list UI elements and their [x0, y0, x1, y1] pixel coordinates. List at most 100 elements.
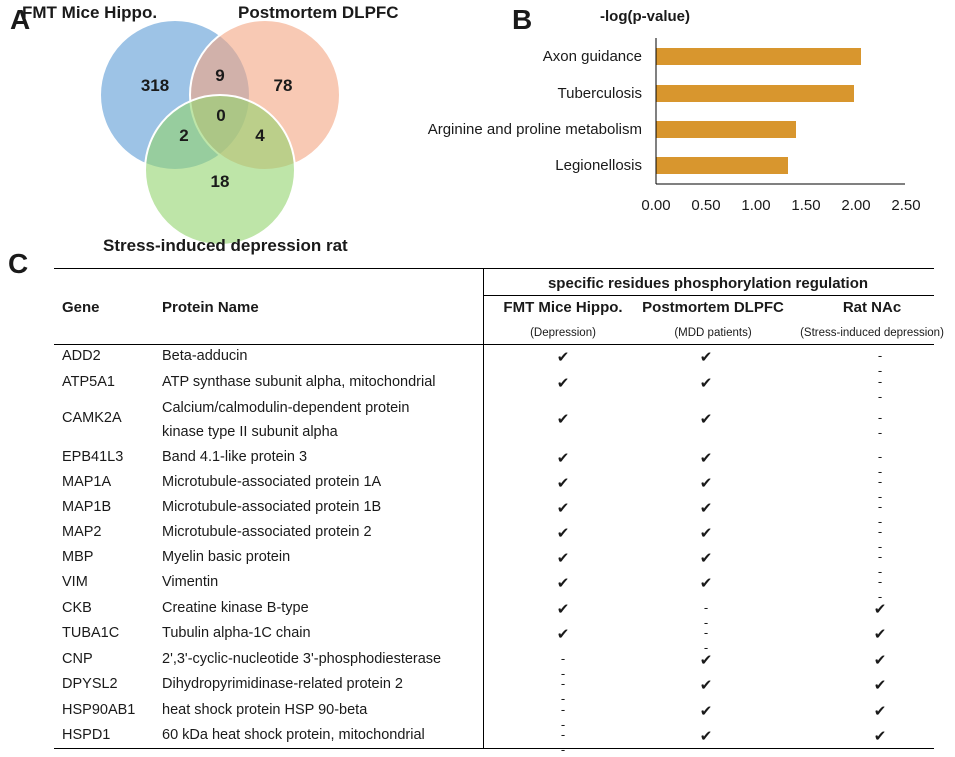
checkmark-icon: ✔ [699, 677, 713, 694]
checkmark-icon: ✔ [556, 375, 570, 392]
table-subheader-c2: (MDD patients) [674, 327, 752, 339]
table-cell-gene: MAP1B [62, 499, 112, 515]
table-header-c2: Postmortem DLPFC [642, 299, 784, 316]
venn-count-rat-only: 18 [210, 172, 230, 191]
table-cell-protein: Microtubule-associated protein 1A [162, 474, 382, 490]
chart-title: -log(p-value) [600, 8, 690, 25]
table-cell-gene: HSP90AB1 [62, 702, 136, 718]
table-cell-protein: Calcium/calmodulin-dependent protein [162, 400, 410, 416]
table-cell-dash: -- [877, 449, 883, 479]
venn-count-fmt-dlpfc: 9 [215, 66, 225, 85]
table-header-c3: Rat NAc [842, 299, 902, 316]
checkmark-icon: ✔ [699, 375, 713, 392]
table-divider [483, 268, 484, 748]
table-cell-dash: -- [877, 410, 883, 440]
table-cell-protein: heat shock protein HSP 90-beta [162, 702, 368, 718]
checkmark-icon: ✔ [873, 601, 887, 618]
table-header-protein: Protein Name [162, 299, 259, 316]
checkmark-icon: ✔ [556, 411, 570, 428]
table-cell-protein: Vimentin [162, 574, 219, 590]
bar-label-arginine: Arginine and proline metabolism [427, 121, 642, 138]
panel-label-a: A [10, 4, 31, 35]
table-subheader-c3: (Stress-induced depression) [800, 327, 944, 339]
table-cell-protein: 60 kDa heat shock protein, mitochondrial [162, 727, 425, 743]
table-cell-protein: Band 4.1-like protein 3 [162, 449, 308, 465]
table-cell-gene: CAMK2A [62, 410, 122, 426]
bar-label-legionellosis: Legionellosis [555, 157, 642, 174]
venn-count-fmt-only: 318 [140, 76, 170, 95]
table-bottom-rule [54, 748, 934, 749]
table-cell-dash: -- [703, 600, 709, 630]
venn-circle-rat [144, 94, 296, 246]
table-cell-gene: CKB [62, 600, 92, 616]
venn-label-fmt: FMT Mice Hippo. [22, 3, 158, 22]
table-cell-dash: -- [877, 574, 883, 604]
x-tick-4: 2.00 [841, 197, 871, 214]
table-cell-dash: -- [877, 348, 883, 378]
table-cell-protein: Microtubule-associated protein 2 [162, 524, 372, 540]
table-top-rule [54, 268, 934, 269]
panel-label-b: B [512, 4, 533, 35]
table-cell-dash: -- [560, 702, 566, 732]
checkmark-icon: ✔ [699, 652, 713, 669]
venn-count-all: 0 [216, 106, 226, 125]
checkmark-icon: ✔ [873, 626, 887, 643]
table-cell-gene: DPYSL2 [62, 676, 118, 692]
venn-count-fmt-rat: 2 [179, 126, 189, 145]
table-cell-gene: ATP5A1 [62, 374, 115, 390]
table-cell-protein: kinase type II subunit alpha [162, 424, 338, 440]
table-cell-dash: -- [560, 676, 566, 706]
table-cell-gene: VIM [62, 574, 88, 590]
table-cell-dash: -- [877, 499, 883, 529]
table-cell-protein: Tubulin alpha-1C chain [162, 625, 311, 641]
bar-legionellosis [656, 157, 788, 174]
checkmark-icon: ✔ [873, 652, 887, 669]
venn-diagram [99, 19, 341, 246]
x-tick-1: 0.50 [691, 197, 721, 214]
bar-label-tuberculosis: Tuberculosis [557, 85, 642, 102]
table-cell-protein: ATP synthase subunit alpha, mitochondria… [162, 374, 436, 390]
checkmark-icon: ✔ [699, 703, 713, 720]
table-group-header: specific residues phosphorylation regula… [547, 275, 869, 292]
table-cell-gene: MBP [62, 549, 94, 565]
table-cell-gene: TUBA1C [62, 625, 120, 641]
panel-label-c: C [8, 248, 29, 279]
checkmark-icon: ✔ [699, 728, 713, 745]
table-cell-dash: -- [560, 727, 566, 757]
checkmark-icon: ✔ [556, 500, 570, 517]
x-tick-5: 2.50 [891, 197, 921, 214]
table-cell-protein: Myelin basic protein [162, 549, 291, 565]
table-cell-dash: -- [877, 474, 883, 504]
table-group-rule [483, 295, 934, 296]
table-cell-gene: ADD2 [62, 348, 101, 364]
bar-chart [655, 38, 905, 185]
table-cell-dash: -- [560, 651, 566, 681]
checkmark-icon: ✔ [556, 450, 570, 467]
venn-label-rat: Stress-induced depression rat [103, 236, 348, 255]
checkmark-icon: ✔ [556, 575, 570, 592]
venn-label-dlpfc: Postmortem DLPFC [238, 3, 399, 22]
checkmark-icon: ✔ [699, 550, 713, 567]
checkmark-icon: ✔ [873, 677, 887, 694]
checkmark-icon: ✔ [699, 575, 713, 592]
x-tick-2: 1.00 [741, 197, 771, 214]
table-cell-gene: CNP [62, 651, 93, 667]
checkmark-icon: ✔ [556, 550, 570, 567]
table-cell-gene: MAP2 [62, 524, 102, 540]
table-cell-gene: EPB41L3 [62, 449, 124, 465]
checkmark-icon: ✔ [556, 475, 570, 492]
venn-count-dlpfc-rat: 4 [255, 126, 265, 145]
checkmark-icon: ✔ [873, 728, 887, 745]
table-cell-dash: -- [877, 549, 883, 579]
bar-tuberculosis [656, 85, 854, 102]
checkmark-icon: ✔ [699, 450, 713, 467]
table-cell-gene: HSPD1 [62, 727, 111, 743]
bar-axon-guidance [656, 48, 861, 65]
table-cell-dash: -- [877, 374, 883, 404]
x-tick-0: 0.00 [641, 197, 671, 214]
checkmark-icon: ✔ [873, 703, 887, 720]
table-cell-gene: MAP1A [62, 474, 112, 490]
table-cell-protein: Creatine kinase B-type [162, 600, 309, 616]
bar-label-axon-guidance: Axon guidance [542, 48, 642, 65]
checkmark-icon: ✔ [556, 525, 570, 542]
